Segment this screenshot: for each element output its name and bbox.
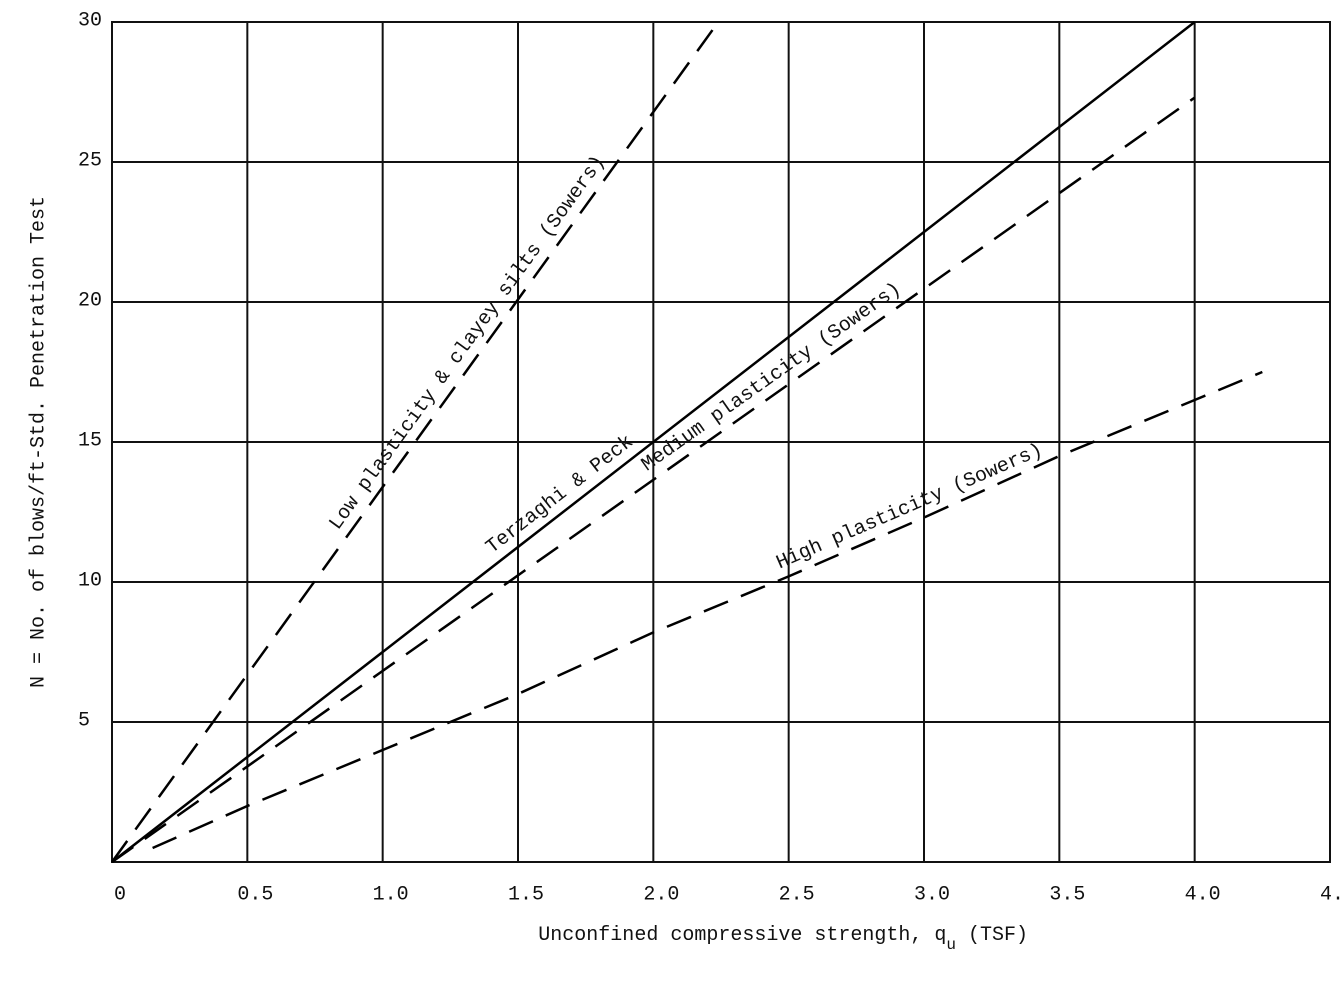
y-tick-label: 10: [78, 569, 102, 592]
line-annotation: High plasticity (Sowers): [773, 439, 1046, 575]
x-tick-label: 3.5: [1049, 883, 1085, 906]
y-tick-label: 30: [78, 9, 102, 32]
x-axis-label-unit: (TSF): [968, 924, 1028, 947]
line-annotation: Terzaghi & Peck: [482, 431, 638, 560]
series-line: [153, 372, 1263, 848]
x-tick-label: 3.0: [914, 883, 950, 906]
chart: N = No. of blows/ft-Std. Penetration Tes…: [0, 0, 1340, 985]
line-annotation: Medium plasticity (Sowers): [638, 278, 906, 477]
x-tick-label: 4.0: [1185, 883, 1221, 906]
x-axis-label-main: Unconfined compressive strength, q: [538, 924, 946, 947]
y-tick-label: 15: [78, 429, 102, 452]
y-axis-label: N = No. of blows/ft-Std. Penetration Tes…: [27, 196, 50, 688]
x-tick-label: 2.0: [643, 883, 679, 906]
y-tick-label: 25: [78, 149, 102, 172]
x-tick-label: 0.5: [237, 883, 273, 906]
x-tick-label: 4.5: [1320, 883, 1340, 906]
y-tick-label: 20: [78, 289, 102, 312]
x-tick-label: 1.0: [373, 883, 409, 906]
y-tick-label: 5: [78, 709, 90, 732]
x-tick-label: 0: [114, 883, 126, 906]
x-tick-label: 2.5: [779, 883, 815, 906]
x-tick-label: 1.5: [508, 883, 544, 906]
x-axis-label-sub: u: [946, 936, 956, 954]
x-axis-label: Unconfined compressive strength, qu (TSF): [538, 924, 1028, 954]
